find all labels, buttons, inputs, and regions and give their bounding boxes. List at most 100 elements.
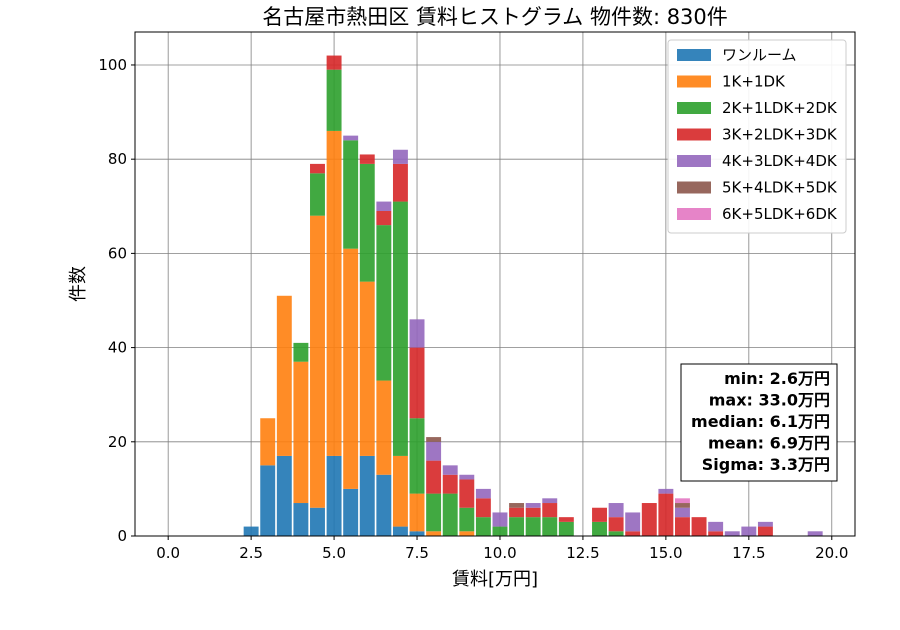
bar-segment	[509, 517, 525, 536]
y-tick-label: 100	[98, 56, 127, 74]
bar-segment	[326, 130, 342, 456]
x-axis-label: 賃料[万円]	[452, 569, 538, 590]
bar-segment	[376, 201, 392, 211]
bar-segment	[426, 437, 442, 442]
bar-segment	[326, 455, 342, 536]
bar-segment	[691, 517, 707, 536]
y-tick-label: 0	[117, 527, 127, 545]
bar-segment	[343, 135, 359, 141]
bar-segment	[409, 347, 425, 419]
bar-segment	[509, 503, 525, 508]
y-tick-label: 20	[108, 433, 127, 451]
bar-segment	[592, 521, 607, 536]
bar-segment	[310, 507, 325, 536]
bar-segment	[376, 380, 392, 475]
y-tick-label: 60	[108, 244, 127, 262]
bar-segment	[409, 418, 425, 494]
bar-segment	[293, 361, 309, 504]
stats-line: Sigma: 3.3万円	[702, 455, 830, 474]
bar-segment	[426, 441, 442, 461]
stats-box: min: 2.6万円 max: 33.0万円 median: 6.1万円 mean: …	[680, 363, 838, 482]
bar-segment	[392, 526, 408, 536]
legend-label: 1K+1DK	[722, 73, 786, 91]
bar-segment	[675, 507, 690, 518]
y-axis-label: 件数	[68, 266, 89, 302]
bar-segment	[757, 521, 773, 527]
bar-segment	[708, 531, 724, 536]
bar-segment	[343, 248, 359, 489]
legend-label: ワンルーム	[722, 46, 797, 64]
legend-frame	[667, 39, 847, 234]
x-tick-label: 0.0	[156, 544, 180, 562]
plot-frame	[134, 31, 856, 537]
legend-swatch	[677, 208, 711, 220]
bar-segment	[492, 512, 508, 527]
bar-segment	[608, 531, 624, 536]
bar-segment	[675, 498, 690, 504]
bar-segment	[608, 517, 624, 532]
legend-label: 4K+3LDK+4DK	[722, 152, 838, 170]
legend-swatch	[677, 49, 711, 61]
bar-segment	[525, 507, 541, 518]
bar-segment	[392, 201, 408, 456]
bar-segment	[343, 140, 359, 249]
legend-label: 2K+1LDK+2DK	[722, 99, 838, 117]
bar-segment	[625, 512, 641, 532]
y-tick-label: 80	[108, 150, 127, 168]
bar-segment	[442, 474, 458, 494]
bar-segment	[310, 163, 325, 174]
bar-segment	[426, 493, 442, 532]
bar-segment	[392, 149, 408, 164]
bar-segment	[525, 517, 541, 536]
stats-line: mean: 6.9万円	[708, 434, 830, 453]
bar-segment	[475, 488, 491, 499]
legend-label: 6K+5LDK+6DK	[722, 205, 838, 223]
legend-swatch	[677, 181, 711, 194]
bar-segment	[426, 531, 442, 536]
bar-segment	[459, 507, 475, 532]
legend-swatch	[677, 102, 711, 114]
bar-segment	[509, 507, 525, 518]
bar-segment	[542, 503, 558, 518]
bar-segment	[310, 173, 325, 216]
bar-segment	[658, 488, 674, 494]
bar-segment	[475, 498, 491, 518]
bar-segment	[542, 517, 558, 536]
legend: ワンルーム 1K+1DK 2K+1LDK+2DK 3K+2LDK+3DK 4K+3LDK…	[667, 39, 847, 234]
bar-segment	[260, 465, 276, 536]
bar-segment	[675, 503, 690, 508]
bar-segment	[293, 503, 309, 536]
bar-segment	[724, 531, 740, 536]
axis-ticks: 0.0 2.5 5.0 7.5 10.0 12.5 15.0 17.5 20.0 0 20 40 60 8…	[98, 56, 848, 562]
bar-segment	[409, 531, 425, 536]
x-tick-label: 10.0	[483, 544, 516, 562]
bar-segment	[492, 526, 508, 536]
bar-segment	[359, 281, 375, 456]
bar-segment	[310, 215, 325, 508]
x-tick-label: 15.0	[649, 544, 682, 562]
bar-segment	[359, 154, 375, 164]
bar-segment	[757, 526, 773, 536]
bar-segment	[343, 488, 359, 536]
legend-swatch	[677, 75, 711, 88]
bar-segment	[558, 517, 574, 522]
bar-segment	[459, 479, 475, 508]
bar-segment	[326, 69, 342, 131]
bar-segment	[392, 163, 408, 202]
bar-segment	[459, 531, 475, 536]
bar-segment	[475, 517, 491, 536]
bar-segment	[326, 55, 342, 70]
stats-line: median: 6.1万円	[691, 412, 830, 431]
bar-segment	[741, 526, 757, 536]
bar-segment	[708, 521, 724, 532]
bar-segment	[276, 295, 292, 456]
bar-segment	[359, 163, 375, 282]
chart-title: 名古屋市熱田区 賃料ヒストグラム 物件数: 830件	[262, 5, 728, 29]
bar-segment	[807, 531, 823, 536]
x-tick-label: 12.5	[566, 544, 599, 562]
bar-segment	[276, 455, 292, 536]
bar-segment	[658, 493, 674, 536]
x-tick-label: 17.5	[732, 544, 765, 562]
bar-segment	[376, 225, 392, 381]
